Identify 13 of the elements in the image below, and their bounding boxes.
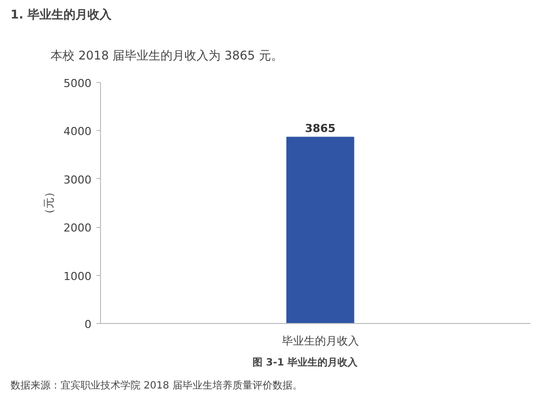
chart-title: 1. 毕业生的月收入 [10, 8, 113, 22]
y-axis-title: （元） [42, 186, 56, 220]
y-tick-label: 4000 [64, 125, 92, 138]
source-note: 数据来源：宜宾职业技术学院 2018 届毕业生培养质量评价数据。 [10, 380, 302, 392]
y-tick-label: 3000 [64, 173, 92, 186]
y-tick-label: 5000 [64, 77, 92, 90]
y-tick-label: 0 [84, 318, 92, 331]
caption: 图 3-1 毕业生的月收入 [252, 356, 359, 368]
y-tick-label: 2000 [64, 222, 92, 235]
data-label: 3865 [304, 122, 336, 136]
chart-subtitle: 本校 2018 届毕业生的月收入为 3865 元。 [50, 48, 283, 62]
x-tick-label: 毕业生的月收入 [282, 334, 359, 348]
y-tick-label: 1000 [64, 270, 92, 283]
